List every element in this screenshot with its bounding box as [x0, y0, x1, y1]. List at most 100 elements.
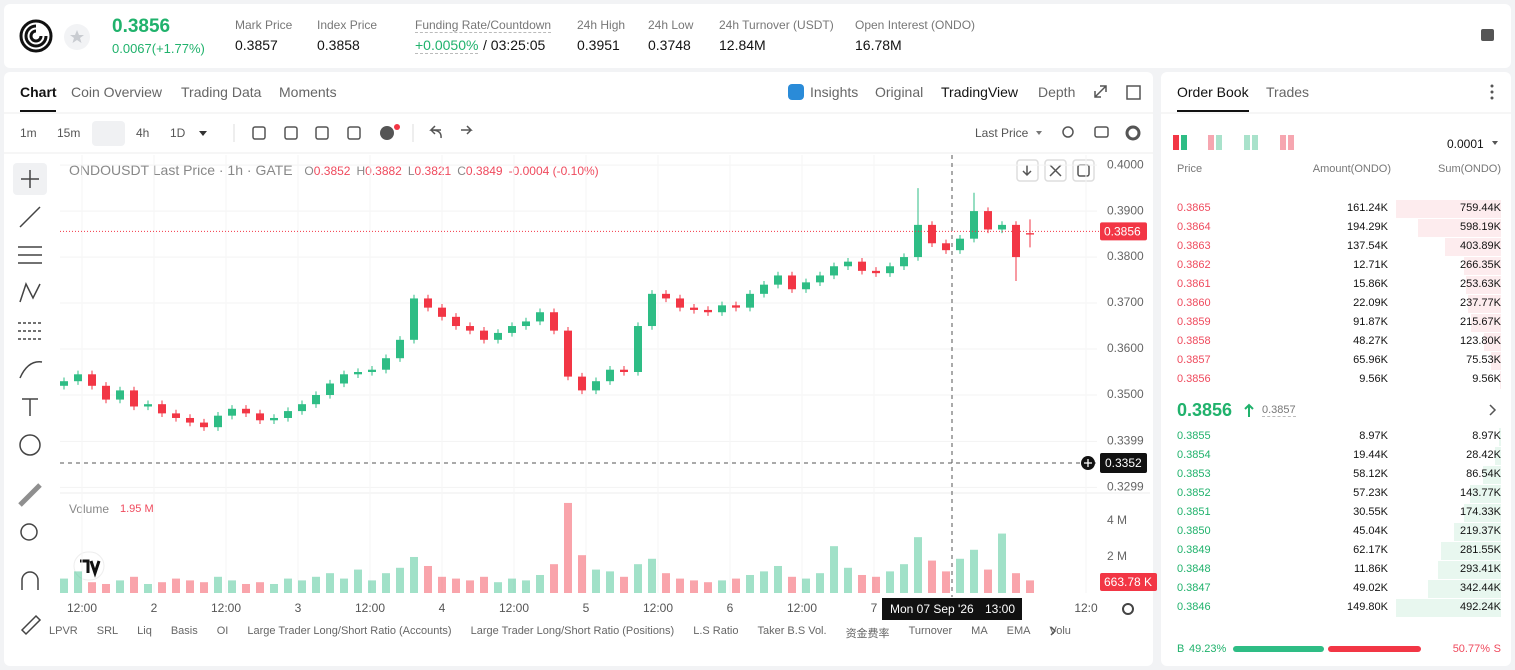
chart-tab[interactable]: Trading Data	[181, 84, 262, 100]
chart-tab[interactable]: Coin Overview	[71, 84, 163, 100]
stat-value: +0.0050%	[415, 37, 479, 54]
ohlc-value: 0.3882	[365, 164, 402, 178]
ob-tab[interactable]: Trades	[1266, 84, 1310, 100]
chart-tab[interactable]: Moments	[279, 84, 337, 100]
interval[interactable]: 15m	[57, 126, 81, 140]
sell-ratio-bar	[1327, 646, 1421, 652]
ob-amount: 58.12K	[1353, 468, 1388, 480]
ob-amount: 149.80K	[1347, 601, 1388, 613]
indicator[interactable]: Liq	[137, 625, 152, 637]
ob-price: 0.3863	[1177, 240, 1211, 252]
notes-button[interactable]	[1479, 26, 1497, 44]
interval[interactable]: 4h	[136, 126, 150, 140]
stat-value: 0.3748	[648, 37, 691, 53]
volume-value: 1.95 M	[120, 503, 154, 515]
sell-tag: S	[1493, 643, 1501, 655]
view-tab[interactable]: Depth	[1038, 84, 1076, 100]
ob-amount: 12.71K	[1353, 259, 1388, 271]
tab-underline	[20, 110, 56, 112]
ob-tab[interactable]: Order Book	[1177, 84, 1249, 100]
ob-sum: 215.67K	[1460, 316, 1501, 328]
interval[interactable]: 1D	[170, 126, 186, 140]
ob-col: Sum(ONDO)	[1438, 163, 1501, 175]
interval[interactable]: 1h	[102, 126, 117, 140]
stat-value: 0.3951	[577, 37, 620, 53]
buy-tag: B	[1177, 643, 1185, 655]
ob-sum: 237.77K	[1460, 297, 1501, 309]
indicator[interactable]: Basis	[170, 625, 198, 637]
view-tab[interactable]: Original	[875, 84, 924, 100]
sell-ratio: 50.77%	[1452, 643, 1490, 655]
view-tab[interactable]: TradingView	[941, 84, 1019, 100]
ohlc-value: 0.3849	[465, 164, 503, 178]
ob-sum: 28.42K	[1466, 449, 1501, 461]
indicator[interactable]: Large Trader Long/Short Ratio (Positions…	[470, 625, 675, 637]
precision[interactable]: 0.0001	[1447, 137, 1484, 151]
indicator[interactable]: SRL	[96, 625, 119, 637]
ob-price: 0.3855	[1177, 430, 1211, 442]
depth-bar	[1396, 200, 1501, 218]
depth-bar	[1463, 504, 1501, 522]
ob-sum: 759.44K	[1460, 202, 1501, 214]
ob-amount: 62.17K	[1353, 544, 1388, 556]
indicator[interactable]: L.S Ratio	[693, 625, 739, 637]
ob-amount: 11.86K	[1353, 563, 1388, 575]
buy-ratio: 49.23%	[1189, 643, 1227, 655]
depth-bar	[1470, 485, 1501, 503]
indicator[interactable]: Taker B.S Vol.	[757, 625, 827, 637]
ob-sum: 143.77K	[1460, 487, 1501, 499]
interval[interactable]: 1m	[20, 126, 37, 140]
ob-sum: 342.44K	[1460, 582, 1501, 594]
indicator[interactable]: EMA	[1006, 625, 1031, 637]
view-tab[interactable]: Insights	[810, 84, 859, 100]
ob-price: 0.3859	[1177, 316, 1211, 328]
depth-bar	[1499, 371, 1501, 389]
indicator[interactable]: Turnover	[908, 625, 953, 637]
indicator[interactable]: Large Trader Long/Short Ratio (Accounts)	[247, 625, 452, 637]
depth-bar	[1494, 447, 1501, 465]
favorite-button[interactable]	[63, 23, 91, 51]
ohlc-value: 0.3852	[313, 164, 351, 178]
indicator[interactable]: 资金费率	[845, 628, 890, 640]
funding-countdown: / 03:25:05	[483, 37, 546, 53]
depth-bar	[1454, 523, 1501, 541]
chart-tab[interactable]: Chart	[20, 84, 57, 100]
ob-price: 0.3852	[1177, 487, 1211, 499]
ob-price: 0.3850	[1177, 525, 1211, 537]
header-bar: 0.3856 0.0067(+1.77%)	[4, 4, 1511, 68]
depth-bar	[1440, 542, 1501, 560]
ob-sum: 174.33K	[1460, 506, 1501, 518]
indicator-bar: LPVR SRL Liq Basis OI Large Trader Long/Short…	[49, 625, 1071, 641]
indicator[interactable]: MA	[971, 625, 988, 637]
ob-price: 0.3846	[1177, 601, 1211, 613]
ob-price: 0.3857	[1177, 354, 1211, 366]
ob-amount: 49.02K	[1353, 582, 1388, 594]
ob-amount: 91.87K	[1353, 316, 1388, 328]
ob-price: 0.3861	[1177, 278, 1211, 290]
stat-value: 16.78M	[855, 37, 902, 53]
indicator[interactable]: OI	[216, 625, 229, 637]
depth-bar	[1482, 466, 1501, 484]
depth-bar	[1471, 314, 1501, 332]
depth-bar	[1427, 580, 1501, 598]
ob-sum: 492.24K	[1460, 601, 1501, 613]
stat-value: 0.3857	[235, 37, 278, 53]
mid-mark-price: 0.3857	[1262, 404, 1296, 417]
ob-amount: 65.96K	[1353, 354, 1388, 366]
ob-amount: 48.27K	[1353, 335, 1388, 347]
ob-col: Amount(ONDO)	[1312, 163, 1391, 175]
price-type[interactable]: Last Price	[975, 126, 1029, 140]
ob-price: 0.3862	[1177, 259, 1211, 271]
depth-bar	[1468, 295, 1501, 313]
depth-bar	[1465, 276, 1501, 294]
stat-label: 24h Low	[648, 18, 694, 32]
depth-bar	[1483, 333, 1501, 351]
indicator[interactable]: LPVR	[49, 625, 78, 637]
ob-sum: 403.89K	[1460, 240, 1501, 252]
buy-ratio-bar	[1233, 646, 1324, 652]
indicator[interactable]: Volu	[1049, 625, 1071, 637]
stat-label: 24h High	[577, 18, 626, 32]
ob-price: 0.3849	[1177, 544, 1211, 556]
ohlc-value: 0.3821	[414, 164, 452, 178]
